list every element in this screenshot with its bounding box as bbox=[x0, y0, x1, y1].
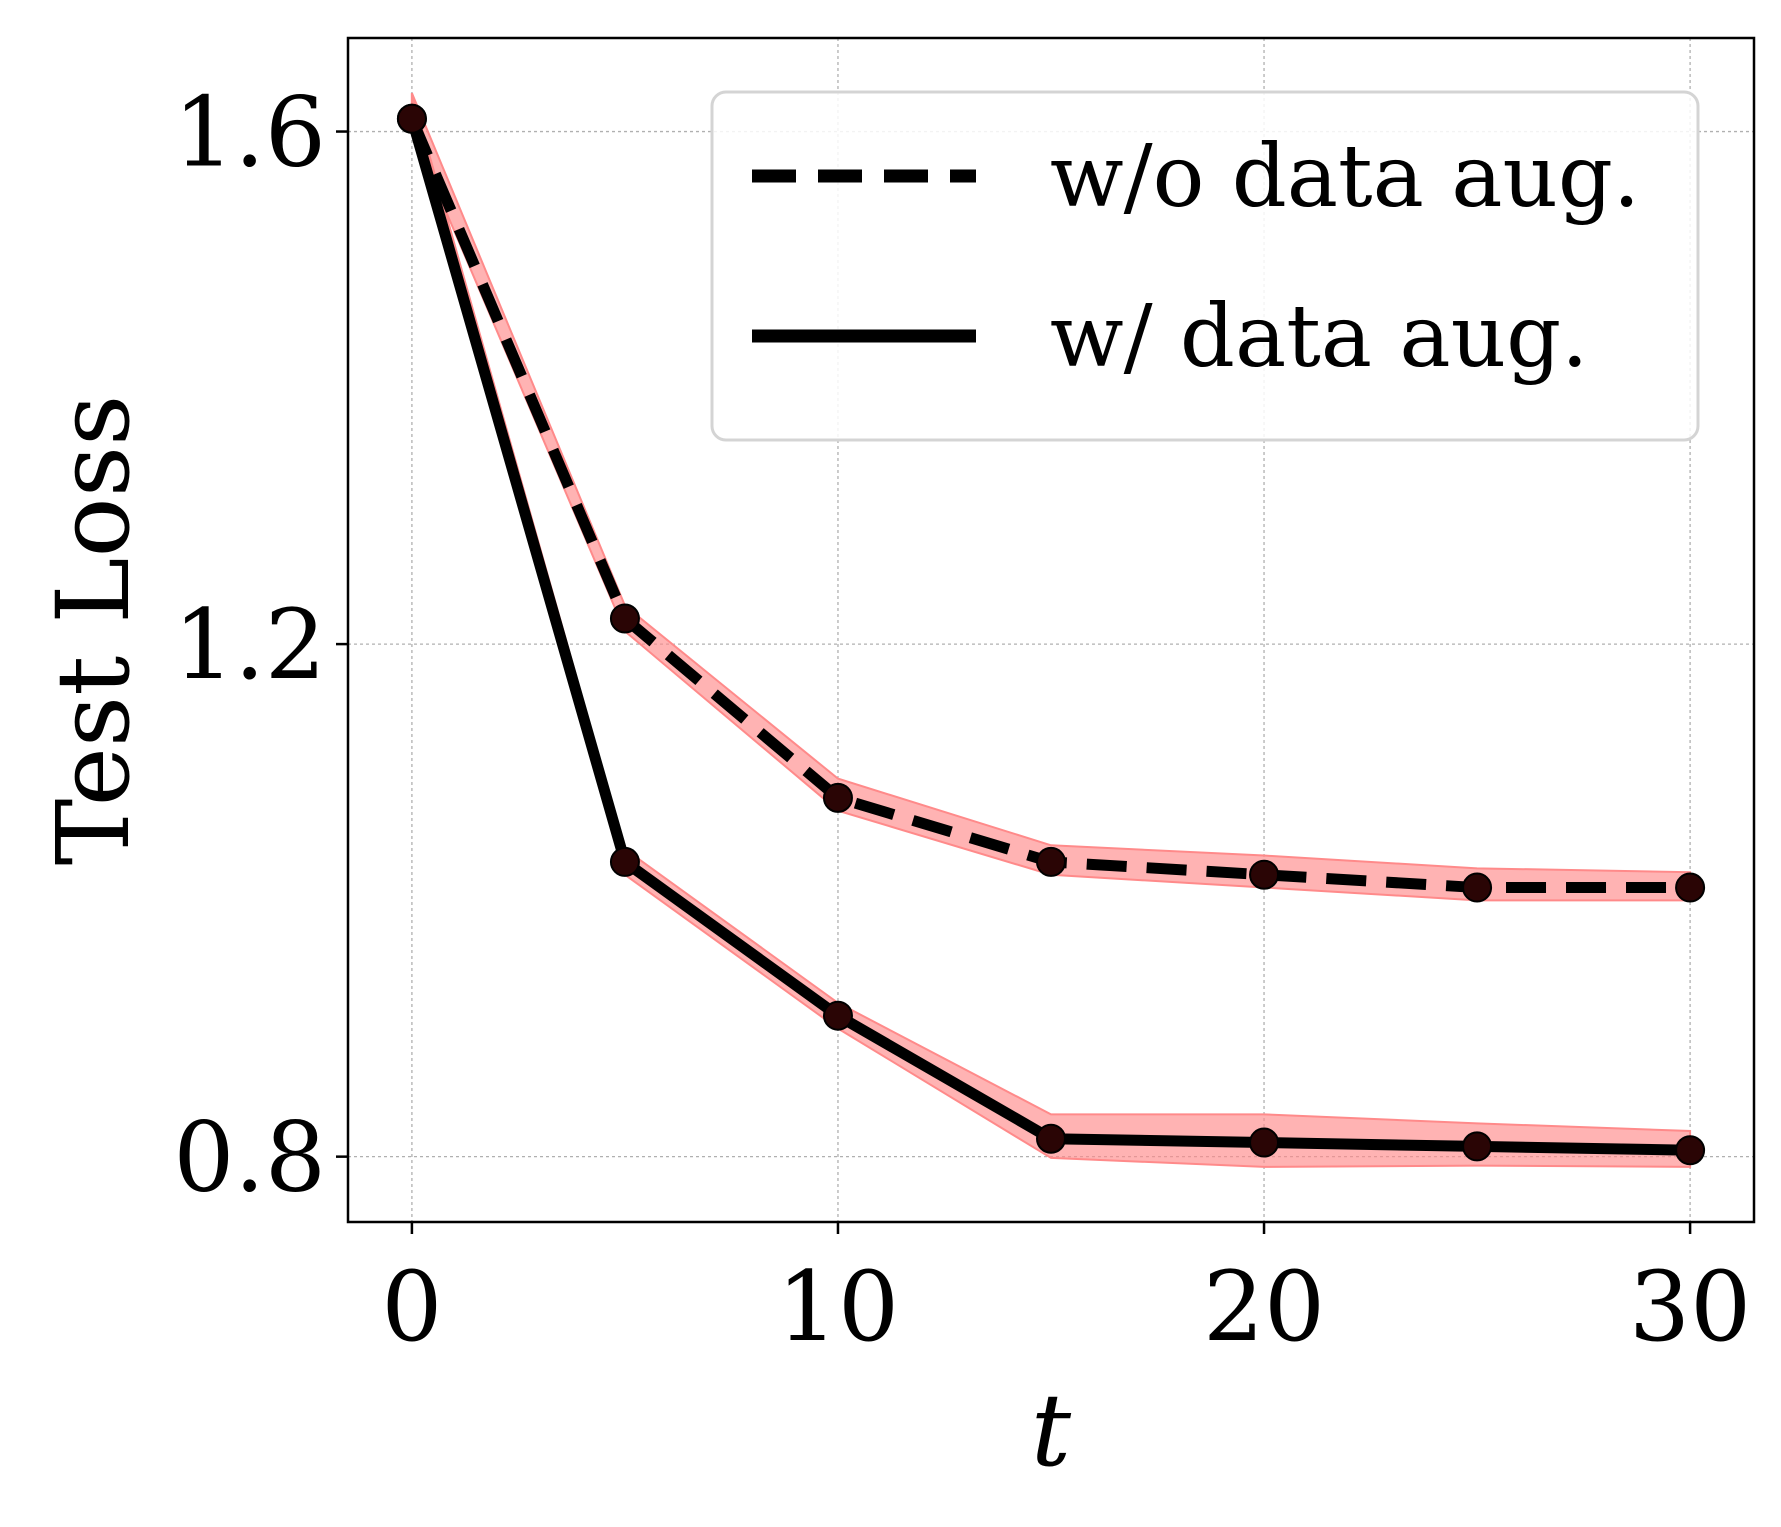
data-point-with-aug bbox=[1675, 1135, 1706, 1166]
series-markers bbox=[396, 103, 1706, 1166]
plot-area-frame bbox=[346, 36, 1756, 1224]
x-tick-label: 20 bbox=[1203, 1251, 1325, 1363]
data-point-with-aug bbox=[1462, 1131, 1493, 1162]
data-point-without-aug bbox=[1675, 872, 1706, 903]
data-point-with-aug bbox=[822, 1000, 853, 1031]
x-tick-label: 30 bbox=[1629, 1251, 1751, 1363]
y-axis-label: Test Loss bbox=[35, 395, 152, 866]
data-point-without-aug bbox=[1462, 872, 1493, 903]
x-tick-label: 0 bbox=[381, 1251, 442, 1363]
data-point-with-aug bbox=[1249, 1127, 1280, 1158]
data-point-with-aug bbox=[396, 103, 427, 134]
x-tick-label: 10 bbox=[777, 1251, 899, 1363]
data-point-without-aug bbox=[1036, 846, 1066, 877]
data-point-without-aug bbox=[822, 782, 853, 813]
legend: w/o data aug. w/ data aug. bbox=[710, 90, 1700, 442]
y-tick-label: 1.6 bbox=[173, 77, 326, 189]
data-point-without-aug bbox=[609, 603, 640, 634]
y-tick-label: 1.2 bbox=[173, 589, 326, 701]
legend-label-with-aug: w/ data aug. bbox=[1050, 287, 1588, 387]
band-with-aug bbox=[410, 92, 1692, 1168]
x-axis-ticks: 0 10 20 30 bbox=[381, 1222, 1751, 1363]
data-point-without-aug bbox=[1249, 859, 1280, 890]
data-point-with-aug bbox=[1036, 1123, 1066, 1154]
y-axis-ticks: 0.8 1.2 1.6 bbox=[173, 77, 348, 1214]
data-point-with-aug bbox=[609, 846, 640, 877]
x-axis-label: t bbox=[1031, 1372, 1072, 1489]
legend-label-without-aug: w/o data aug. bbox=[1050, 127, 1640, 227]
y-tick-label: 0.8 bbox=[173, 1102, 326, 1214]
